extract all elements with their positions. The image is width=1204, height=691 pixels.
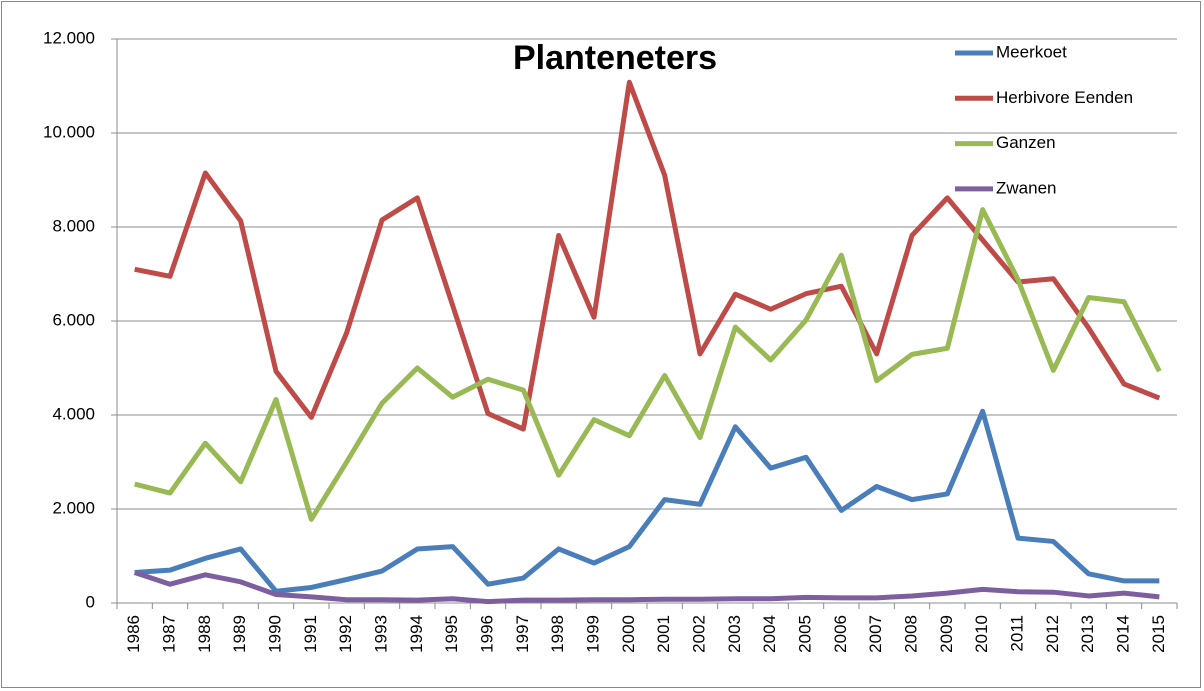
x-tick-label: 1994: [407, 615, 426, 653]
x-tick-label: 1990: [265, 615, 284, 653]
chart-title: Planteneters: [513, 39, 717, 77]
x-tick-label: 2010: [972, 615, 991, 653]
x-tick-label: 1987: [159, 615, 178, 653]
x-tick-label: 2005: [795, 615, 814, 653]
legend-label: Herbivore Eenden: [996, 88, 1133, 107]
legend-label: Zwanen: [996, 178, 1056, 197]
series-line: [134, 408, 1160, 594]
x-tick-label: 2002: [689, 615, 708, 653]
x-tick-label: 2008: [901, 615, 920, 653]
y-tick-label: 8.000: [52, 216, 95, 235]
x-tick-label: 2012: [1043, 615, 1062, 653]
x-tick-label: 1998: [548, 615, 567, 653]
x-tick-label: 2004: [760, 615, 779, 653]
x-tick-label: 1988: [195, 615, 214, 653]
x-tick-label: 2000: [619, 615, 638, 653]
y-tick-label: 6.000: [52, 310, 95, 329]
x-tick-label: 2014: [1113, 615, 1132, 653]
x-tick-label: 2007: [866, 615, 885, 653]
x-tick-label: 1993: [371, 615, 390, 653]
x-tick-label: 1992: [336, 615, 355, 653]
y-tick-label: 2.000: [52, 498, 95, 517]
series-line: [133, 570, 1160, 605]
x-tick-label: 2015: [1149, 615, 1168, 653]
y-tick-label: 0: [86, 592, 95, 611]
x-tick-label: 1997: [513, 615, 532, 653]
series-line: [134, 79, 1161, 432]
x-tick-label: 1996: [477, 615, 496, 653]
x-tick-label: 2009: [937, 615, 956, 653]
x-tick-label: 2001: [654, 615, 673, 653]
x-tick-label: 1989: [230, 615, 249, 653]
legend-label: Meerkoet: [996, 42, 1067, 61]
y-tick-label: 4.000: [52, 404, 95, 423]
x-tick-label: 1995: [442, 615, 461, 653]
series-line: [134, 207, 1162, 522]
x-tick-label: 2003: [725, 615, 744, 653]
x-tick-label: 2006: [831, 615, 850, 653]
y-tick-label: 12.000: [43, 28, 95, 47]
x-tick-label: 2011: [1007, 615, 1026, 652]
x-tick-label: 1986: [124, 615, 143, 653]
legend-label: Ganzen: [996, 133, 1056, 152]
x-tick-label: 1999: [583, 615, 602, 653]
x-tick-label: 1991: [301, 615, 320, 653]
y-tick-label: 10.000: [43, 122, 95, 141]
x-tick-label: 2013: [1078, 615, 1097, 653]
